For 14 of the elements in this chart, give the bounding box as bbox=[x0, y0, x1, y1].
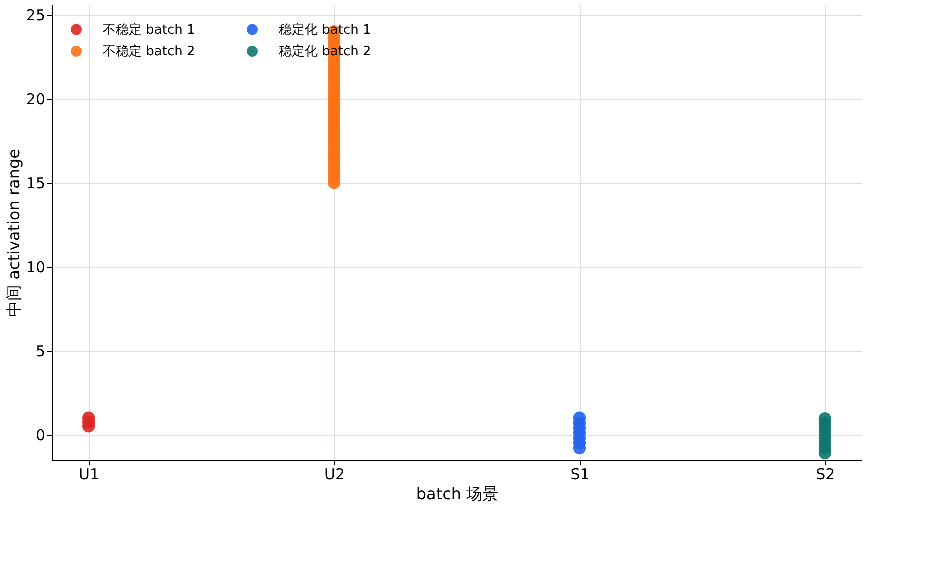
x-tick-label: S2 bbox=[816, 466, 836, 484]
y-tick-label: 20 bbox=[26, 90, 46, 109]
y-tick-label: 25 bbox=[26, 6, 46, 25]
y-axis-title: 中间 activation range bbox=[4, 149, 24, 317]
x-tick-label: S1 bbox=[570, 466, 590, 484]
y-tick-label: 10 bbox=[26, 258, 46, 276]
y-tick-label: 5 bbox=[36, 342, 46, 360]
x-tick-label: U2 bbox=[324, 466, 346, 484]
x-tick-label: U1 bbox=[79, 466, 100, 484]
legend-label: 不稳定 batch 2 bbox=[103, 44, 196, 60]
legend-label: 不稳定 batch 1 bbox=[103, 22, 196, 38]
y-tick-label: 15 bbox=[26, 174, 46, 192]
y-tick-label: 0 bbox=[36, 426, 46, 444]
x-axis-title: batch 场景 bbox=[416, 484, 499, 504]
